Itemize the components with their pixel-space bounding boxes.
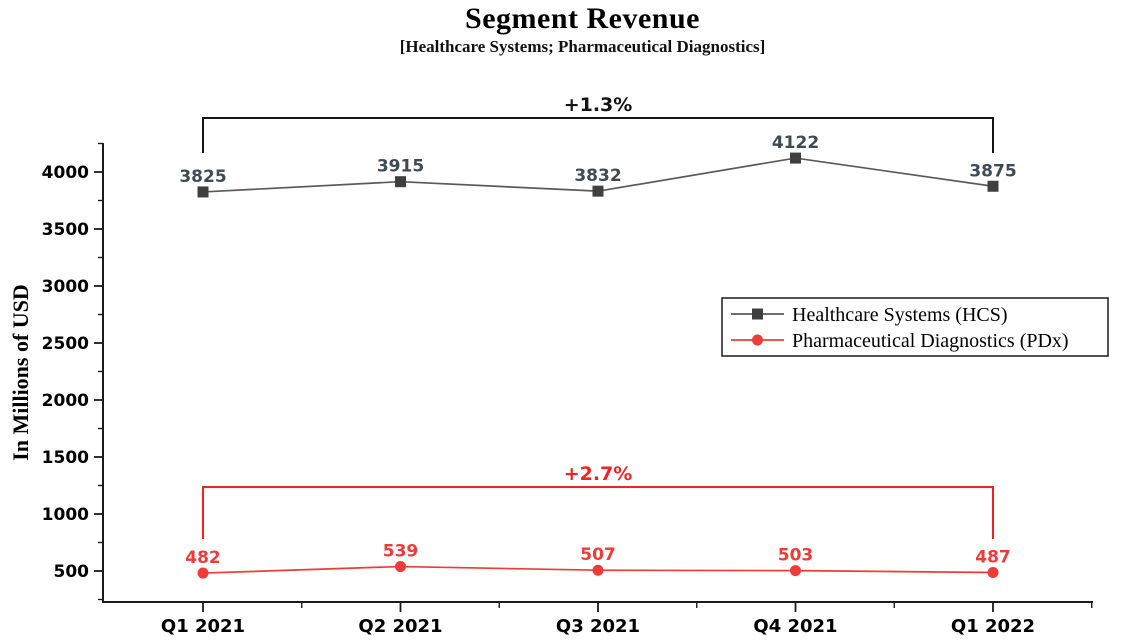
x-axis-tick-label: Q1 2022 [951,616,1035,637]
data-point-marker [790,565,801,577]
x-axis-tick-label: Q2 2021 [358,616,442,637]
annotation-bracket [202,117,994,153]
legend-marker [752,334,763,346]
data-point-label: 3915 [377,157,424,177]
data-point-marker [790,152,801,164]
data-point-label: 4122 [772,133,819,153]
data-point-label: 539 [383,542,419,562]
data-point-marker [197,567,209,579]
data-point-label: 482 [185,548,221,568]
data-point-marker [592,564,604,576]
y-axis-tick-label: 3500 [42,220,89,240]
y-axis-tick-label: 1500 [42,448,89,468]
data-point-marker [592,185,604,197]
y-axis-tick-label: 4000 [42,163,89,183]
data-point-marker [395,561,406,573]
annotation-label: +1.3% [564,94,633,116]
data-point-label: 3875 [969,161,1016,181]
y-axis-title: In Millions of USD [8,284,33,461]
y-axis-tick-label: 1000 [42,505,89,525]
data-point-label: 503 [778,546,814,566]
chart-subtitle: [Healthcare Systems; Pharmaceutical Diag… [399,37,766,56]
y-axis-tick-label: 3000 [42,277,89,297]
data-point-marker [395,176,406,188]
data-point-marker [987,566,999,578]
legend-marker [752,308,763,320]
y-axis-tick-label: 2500 [42,334,89,354]
data-point-marker [987,180,999,192]
data-point-label: 507 [580,545,616,565]
annotation-bracket [202,486,994,539]
legend-label: Pharmaceutical Diagnostics (PDx) [792,330,1069,352]
legend-box [721,297,1109,357]
legend-label: Healthcare Systems (HCS) [792,304,1008,326]
x-axis-tick-label: Q4 2021 [753,616,837,637]
x-axis-tick-label: Q1 2021 [161,616,245,637]
data-point-marker [197,186,209,198]
chart-title: Segment Revenue [465,2,700,35]
data-point-label: 3825 [179,167,226,187]
data-point-label: 3832 [574,166,621,186]
y-axis-tick-label: 2000 [42,391,89,411]
x-axis-tick-label: Q3 2021 [556,616,640,637]
data-point-label: 487 [975,547,1011,567]
y-axis-tick-label: 500 [54,562,90,582]
chart-header: Segment Revenue [Healthcare Systems; Pha… [40,0,1125,57]
annotation-label: +2.7% [564,463,633,485]
